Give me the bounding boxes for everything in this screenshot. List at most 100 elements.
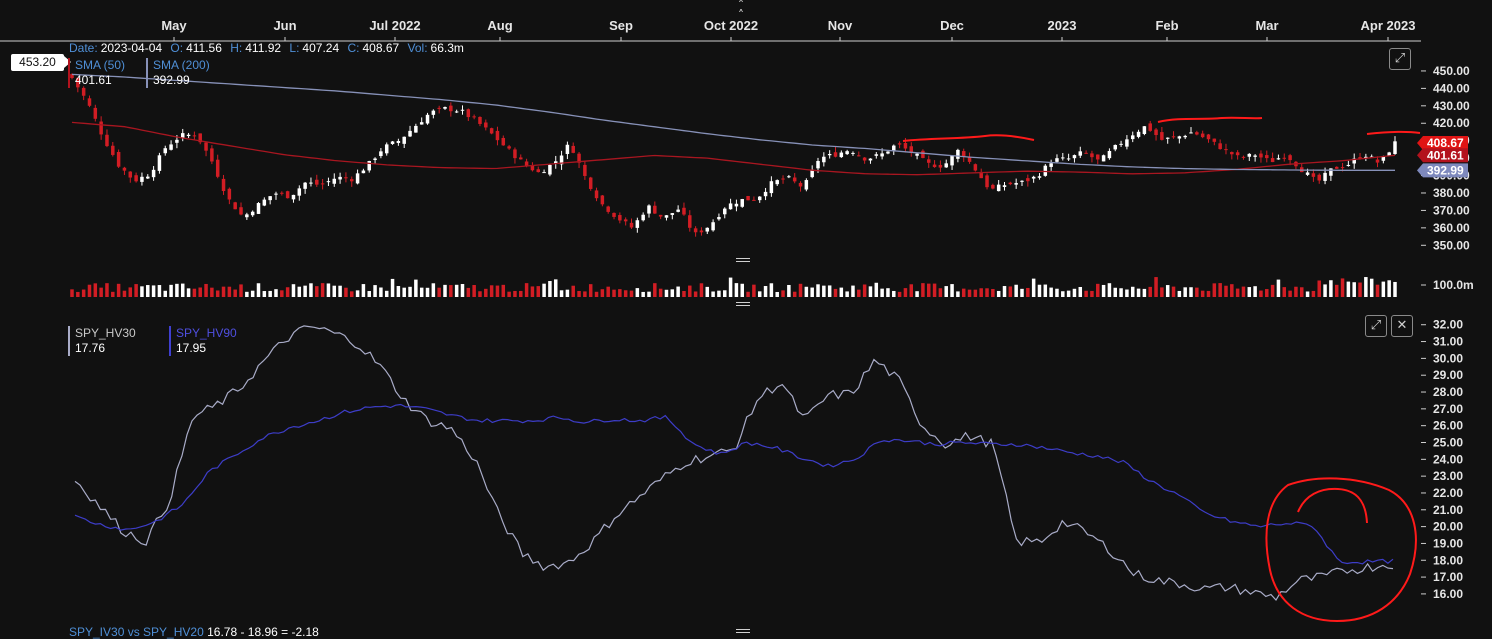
volume-bar [1393, 281, 1397, 297]
sma200-badge: 392.99 [1427, 163, 1464, 177]
candle-body [344, 177, 348, 179]
volume-bar [227, 286, 232, 297]
candle-body [373, 158, 377, 161]
candle-body [1177, 136, 1182, 139]
candle-body [845, 151, 849, 155]
candle-body [332, 178, 337, 184]
volume-bar [1381, 281, 1386, 297]
candle-body [1311, 173, 1316, 177]
close-icon[interactable]: ✕ [1391, 315, 1413, 337]
candle-body [484, 122, 488, 128]
candle-body [1154, 129, 1158, 136]
volume-bar [688, 285, 692, 297]
volume-bar [111, 291, 115, 297]
hv90-legend[interactable]: SPY_HV90 17.95 [169, 326, 237, 356]
candle-body [676, 209, 680, 212]
ohlc-value: 408.67 [362, 41, 400, 55]
drag-handle-icon[interactable] [736, 627, 750, 635]
sma200-legend[interactable]: SMA (200) 392.99 [146, 58, 210, 88]
candle-body [833, 152, 838, 157]
volume-bar [163, 290, 167, 297]
volume-bar [454, 284, 459, 297]
volume-bar [1323, 284, 1327, 297]
volume-bar [1329, 280, 1333, 297]
volume-bar [256, 283, 261, 297]
candle-body [851, 152, 855, 154]
candle-body [1375, 159, 1380, 163]
volume-bar [1218, 283, 1222, 297]
volume-bar [1369, 278, 1374, 297]
ohlc-value: 407.24 [302, 41, 340, 55]
candle-body [1130, 135, 1135, 140]
sma200-badge-shape [1417, 163, 1468, 178]
candle-body [1230, 152, 1234, 155]
volume-bar [1387, 280, 1391, 297]
volume-bar [822, 285, 826, 297]
drag-handle-icon[interactable] [736, 256, 750, 264]
candle-body [810, 169, 814, 178]
volume-bar [1317, 280, 1321, 297]
candle-body [111, 145, 115, 155]
candle-body [897, 143, 902, 145]
candle-body [1218, 143, 1222, 150]
candle-body [87, 98, 92, 106]
candle-body [1101, 155, 1106, 162]
volume-bar [577, 291, 581, 297]
ohlc-readout: Date: 2023-04-04 O: 411.56 H: 411.92 L: 407.… [69, 41, 469, 55]
volume-bar [361, 284, 366, 297]
expand-icon[interactable]: ⤢ [1389, 48, 1411, 70]
volume-bar [932, 283, 937, 297]
hv30-legend[interactable]: SPY_HV30 17.76 [68, 326, 136, 356]
hv-tick-label: 29.00 [1433, 368, 1463, 382]
candle-body [1026, 178, 1030, 182]
volume-bar [1014, 284, 1018, 297]
candle-body [1136, 131, 1141, 137]
volume-bar [472, 285, 476, 297]
volume-bar [215, 290, 220, 297]
candle-body [880, 153, 884, 157]
candle-body [379, 151, 383, 157]
candle-body [169, 144, 173, 150]
volume-bar [180, 283, 185, 297]
candle-body [1241, 156, 1246, 158]
candle-body [408, 130, 412, 137]
candle-body [530, 165, 535, 171]
candle-body [1090, 153, 1094, 158]
candle-body [81, 87, 86, 96]
candle-body [396, 140, 401, 143]
volume-bar [1230, 284, 1234, 297]
sma50-legend[interactable]: SMA (50) 401.61 [68, 58, 125, 88]
candle-body [489, 128, 494, 134]
volume-bar [239, 284, 243, 297]
candle-body [1055, 158, 1059, 162]
volume-bar [1171, 286, 1176, 297]
volume-bar [961, 288, 966, 297]
candle-body [926, 159, 931, 163]
volume-bar [262, 291, 267, 297]
volume-bar [892, 290, 896, 297]
volume-bar [210, 287, 214, 297]
candle-body [180, 133, 185, 138]
volume-bar [175, 283, 179, 297]
candle-body [280, 192, 284, 194]
candle-body [536, 169, 541, 173]
candle-body [635, 220, 640, 228]
candle-body [466, 109, 471, 118]
volume-bar [245, 291, 249, 297]
volume-bar [76, 291, 80, 297]
volume-bar [781, 290, 785, 297]
volume-bar [1247, 287, 1252, 297]
volume-bar [128, 287, 133, 297]
iv-hv-value: 16.78 - 18.96 = -2.18 [207, 625, 319, 639]
volume-bar [606, 286, 610, 297]
expand-icon[interactable]: ⤢ [1365, 315, 1387, 337]
x-tick-label: Sep [609, 18, 633, 33]
candle-body [443, 107, 447, 109]
drag-handle-icon[interactable] [736, 300, 750, 308]
iv-hv-name: SPY_IV30 vs SPY_HV20 [69, 625, 204, 639]
candle-body [868, 158, 873, 161]
volume-bar [81, 289, 86, 297]
candle-body [973, 164, 978, 171]
double-chevron-up-icon[interactable]: ˄ ˄ [738, 0, 744, 22]
hv30-value: 17.76 [75, 341, 106, 355]
